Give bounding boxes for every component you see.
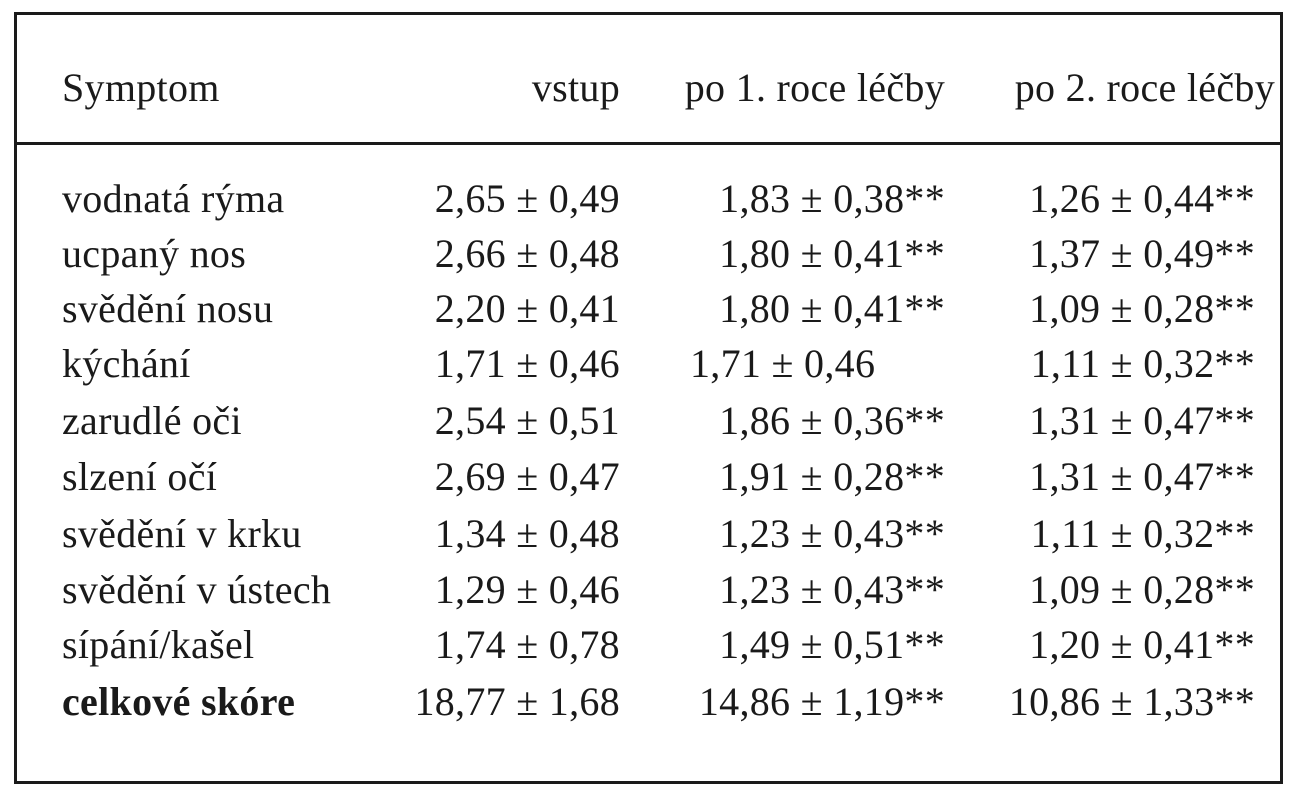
row-symptom: sípání/kašel bbox=[62, 622, 255, 667]
row-rok1: 1,49 ± 0,51** bbox=[719, 622, 945, 667]
header-rok1: po 1. roce léčby bbox=[684, 65, 945, 110]
header-divider bbox=[14, 142, 1283, 145]
table-frame bbox=[14, 12, 1283, 784]
row-symptom: slzení očí bbox=[62, 454, 218, 499]
row-rok2: 1,26 ± 0,44** bbox=[1029, 176, 1255, 221]
row-rok1: 1,23 ± 0,43** bbox=[719, 511, 945, 556]
header-symptom: Symptom bbox=[62, 65, 220, 110]
row-symptom: vodnatá rýma bbox=[62, 176, 285, 221]
row-rok1: 1,91 ± 0,28** bbox=[719, 454, 945, 499]
row-symptom: ucpaný nos bbox=[62, 231, 247, 276]
row-rok2: 1,09 ± 0,28** bbox=[1029, 567, 1255, 612]
row-rok2: 1,11 ± 0,32** bbox=[1030, 511, 1255, 556]
row-vstup: 1,71 ± 0,46 bbox=[434, 341, 620, 386]
row-rok2: 1,11 ± 0,32** bbox=[1030, 341, 1255, 386]
row-vstup-total: 18,77 ± 1,68 bbox=[414, 679, 620, 724]
row-rok2: 1,20 ± 0,41** bbox=[1029, 622, 1255, 667]
row-symptom: svědění nosu bbox=[62, 286, 274, 331]
row-symptom-total: celkové skóre bbox=[62, 679, 296, 724]
header-vstup: vstup bbox=[531, 65, 620, 110]
row-rok1: 1,23 ± 0,43** bbox=[719, 567, 945, 612]
row-rok2: 1,09 ± 0,28** bbox=[1029, 286, 1255, 331]
row-vstup: 2,54 ± 0,51 bbox=[434, 398, 620, 443]
row-vstup: 2,65 ± 0,49 bbox=[434, 176, 620, 221]
row-symptom: svědění v ústech bbox=[62, 567, 332, 612]
row-vstup: 1,34 ± 0,48 bbox=[434, 511, 620, 556]
row-rok1: 1,71 ± 0,46 bbox=[690, 341, 876, 386]
row-symptom: zarudlé oči bbox=[62, 398, 242, 443]
row-rok1: 1,86 ± 0,36** bbox=[719, 398, 945, 443]
row-rok1-total: 14,86 ± 1,19** bbox=[698, 679, 945, 724]
row-rok2: 1,31 ± 0,47** bbox=[1029, 454, 1255, 499]
row-vstup: 1,74 ± 0,78 bbox=[434, 622, 620, 667]
row-symptom: svědění v krku bbox=[62, 511, 302, 556]
row-vstup: 2,69 ± 0,47 bbox=[434, 454, 620, 499]
row-rok1: 1,83 ± 0,38** bbox=[719, 176, 945, 221]
row-vstup: 2,20 ± 0,41 bbox=[434, 286, 620, 331]
header-rok2: po 2. roce léčby bbox=[1014, 65, 1275, 110]
row-rok2-total: 10,86 ± 1,33** bbox=[1008, 679, 1255, 724]
row-rok1: 1,80 ± 0,41** bbox=[719, 286, 945, 331]
row-vstup: 2,66 ± 0,48 bbox=[434, 231, 620, 276]
row-vstup: 1,29 ± 0,46 bbox=[434, 567, 620, 612]
row-rok2: 1,31 ± 0,47** bbox=[1029, 398, 1255, 443]
row-rok2: 1,37 ± 0,49** bbox=[1029, 231, 1255, 276]
row-symptom: kýchání bbox=[62, 341, 191, 386]
row-rok1: 1,80 ± 0,41** bbox=[719, 231, 945, 276]
